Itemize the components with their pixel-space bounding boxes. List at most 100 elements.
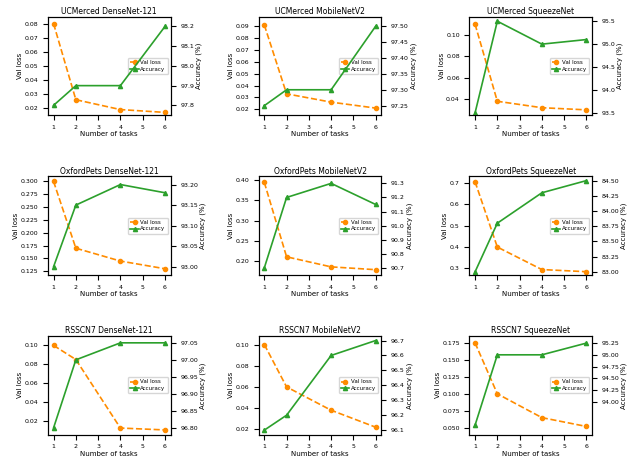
X-axis label: Number of tasks: Number of tasks bbox=[502, 291, 559, 297]
Accuracy bbox=[471, 269, 479, 275]
Val loss bbox=[493, 391, 501, 397]
X-axis label: Number of tasks: Number of tasks bbox=[291, 291, 349, 297]
Y-axis label: Val loss: Val loss bbox=[13, 212, 19, 239]
Line: Val loss: Val loss bbox=[51, 343, 167, 432]
Legend: Val loss, Accuracy: Val loss, Accuracy bbox=[128, 218, 168, 234]
Legend: Val loss, Accuracy: Val loss, Accuracy bbox=[339, 58, 378, 74]
Y-axis label: Val loss: Val loss bbox=[228, 212, 234, 239]
Legend: Val loss, Accuracy: Val loss, Accuracy bbox=[128, 377, 168, 393]
Y-axis label: Val loss: Val loss bbox=[17, 372, 23, 399]
Title: RSSCN7 MobileNetV2: RSSCN7 MobileNetV2 bbox=[279, 326, 361, 335]
Line: Accuracy: Accuracy bbox=[262, 339, 378, 432]
Y-axis label: Accuracy (%): Accuracy (%) bbox=[406, 362, 413, 408]
Accuracy bbox=[260, 428, 268, 433]
Line: Accuracy: Accuracy bbox=[473, 179, 589, 274]
Line: Accuracy: Accuracy bbox=[51, 341, 167, 430]
Y-axis label: Val loss: Val loss bbox=[17, 53, 23, 79]
Y-axis label: Accuracy (%): Accuracy (%) bbox=[621, 362, 627, 408]
Accuracy bbox=[161, 340, 169, 346]
Accuracy bbox=[471, 110, 479, 116]
Line: Val loss: Val loss bbox=[473, 341, 589, 428]
Val loss bbox=[493, 98, 501, 104]
Line: Val loss: Val loss bbox=[262, 23, 378, 110]
Legend: Val loss, Accuracy: Val loss, Accuracy bbox=[550, 218, 589, 234]
Line: Val loss: Val loss bbox=[262, 180, 378, 272]
Y-axis label: Val loss: Val loss bbox=[228, 53, 234, 79]
Y-axis label: Accuracy (%): Accuracy (%) bbox=[621, 202, 627, 249]
Accuracy bbox=[582, 178, 590, 183]
Val loss bbox=[471, 340, 479, 346]
Accuracy bbox=[538, 41, 546, 47]
Accuracy bbox=[283, 87, 291, 93]
Val loss bbox=[72, 357, 80, 362]
Legend: Val loss, Accuracy: Val loss, Accuracy bbox=[339, 377, 378, 393]
Val loss bbox=[372, 267, 380, 273]
Accuracy bbox=[493, 220, 501, 226]
Accuracy bbox=[538, 190, 546, 196]
Line: Val loss: Val loss bbox=[51, 21, 167, 114]
Val loss bbox=[260, 342, 268, 347]
Title: RSSCN7 SqueezeNet: RSSCN7 SqueezeNet bbox=[491, 326, 570, 335]
Y-axis label: Accuracy (%): Accuracy (%) bbox=[406, 202, 413, 249]
X-axis label: Number of tasks: Number of tasks bbox=[81, 291, 138, 297]
Val loss bbox=[538, 415, 546, 420]
Val loss bbox=[72, 97, 80, 103]
Accuracy bbox=[327, 352, 335, 358]
Val loss bbox=[116, 107, 124, 113]
Val loss bbox=[161, 427, 169, 433]
Line: Accuracy: Accuracy bbox=[262, 181, 378, 270]
Accuracy bbox=[493, 352, 501, 358]
Legend: Val loss, Accuracy: Val loss, Accuracy bbox=[550, 377, 589, 393]
Y-axis label: Val loss: Val loss bbox=[442, 212, 449, 239]
Accuracy bbox=[283, 195, 291, 200]
Val loss bbox=[493, 244, 501, 250]
Line: Accuracy: Accuracy bbox=[473, 341, 589, 428]
Line: Val loss: Val loss bbox=[262, 342, 378, 429]
Accuracy bbox=[116, 340, 124, 346]
Val loss bbox=[327, 99, 335, 105]
Accuracy bbox=[493, 19, 501, 24]
Y-axis label: Accuracy (%): Accuracy (%) bbox=[200, 202, 206, 249]
Val loss bbox=[50, 21, 58, 27]
Accuracy bbox=[283, 412, 291, 418]
Y-axis label: Val loss: Val loss bbox=[438, 53, 445, 79]
Title: OxfordPets MobileNetV2: OxfordPets MobileNetV2 bbox=[273, 167, 367, 176]
Accuracy bbox=[372, 338, 380, 343]
Legend: Val loss, Accuracy: Val loss, Accuracy bbox=[128, 58, 168, 74]
Y-axis label: Val loss: Val loss bbox=[435, 372, 441, 399]
Accuracy bbox=[50, 425, 58, 431]
Accuracy bbox=[582, 37, 590, 42]
Accuracy bbox=[72, 83, 80, 88]
Y-axis label: Accuracy (%): Accuracy (%) bbox=[410, 43, 417, 89]
Title: UCMerced SqueezeNet: UCMerced SqueezeNet bbox=[487, 7, 574, 16]
Val loss bbox=[116, 258, 124, 264]
Title: OxfordPets SqueezeNet: OxfordPets SqueezeNet bbox=[486, 167, 576, 176]
Val loss bbox=[72, 246, 80, 251]
X-axis label: Number of tasks: Number of tasks bbox=[502, 451, 559, 457]
Accuracy bbox=[161, 190, 169, 196]
Y-axis label: Accuracy (%): Accuracy (%) bbox=[200, 362, 206, 408]
Accuracy bbox=[582, 340, 590, 346]
Line: Accuracy: Accuracy bbox=[51, 24, 167, 107]
Val loss bbox=[582, 107, 590, 113]
Line: Val loss: Val loss bbox=[51, 180, 167, 271]
Legend: Val loss, Accuracy: Val loss, Accuracy bbox=[339, 218, 378, 234]
Val loss bbox=[283, 254, 291, 260]
Accuracy bbox=[116, 83, 124, 88]
Title: UCMerced MobileNetV2: UCMerced MobileNetV2 bbox=[275, 7, 365, 16]
Val loss bbox=[471, 179, 479, 185]
Val loss bbox=[327, 264, 335, 270]
Accuracy bbox=[161, 24, 169, 29]
Y-axis label: Val loss: Val loss bbox=[228, 372, 234, 399]
X-axis label: Number of tasks: Number of tasks bbox=[81, 451, 138, 457]
Legend: Val loss, Accuracy: Val loss, Accuracy bbox=[550, 58, 589, 74]
Val loss bbox=[116, 425, 124, 431]
Val loss bbox=[161, 110, 169, 115]
Accuracy bbox=[72, 357, 80, 363]
Val loss bbox=[50, 342, 58, 348]
Title: OxfordPets DenseNet-121: OxfordPets DenseNet-121 bbox=[60, 167, 159, 176]
Line: Val loss: Val loss bbox=[473, 180, 589, 274]
Accuracy bbox=[471, 422, 479, 428]
Accuracy bbox=[327, 180, 335, 186]
Accuracy bbox=[372, 23, 380, 29]
